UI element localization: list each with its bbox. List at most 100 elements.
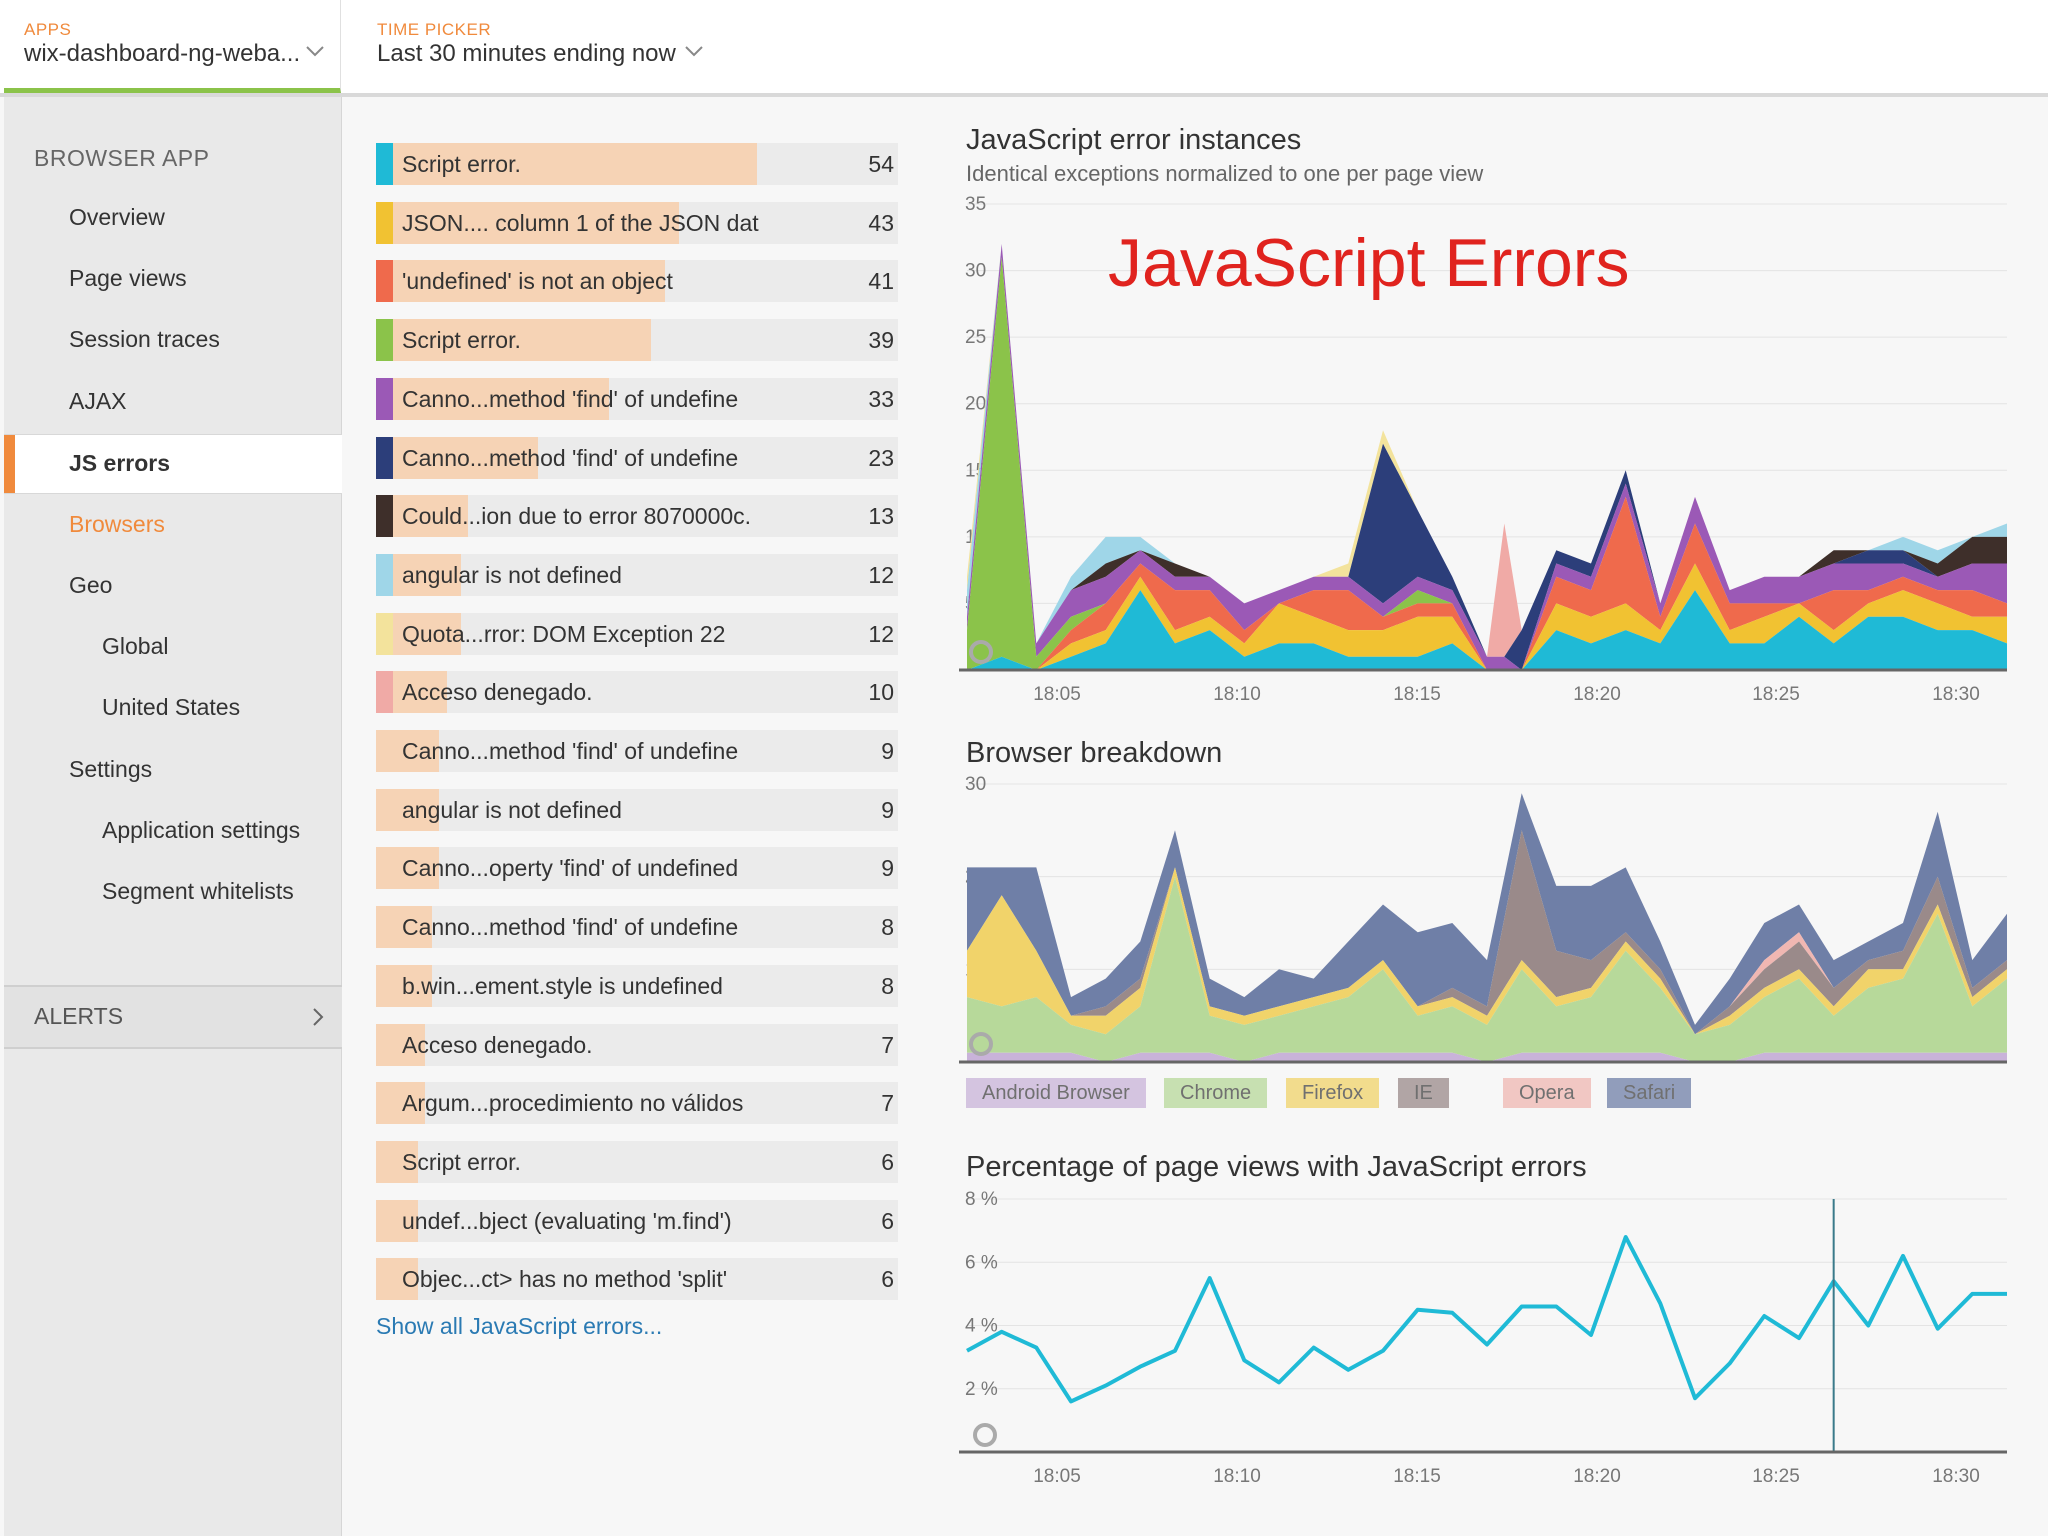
sidebar-item-united-states[interactable]: United States xyxy=(102,694,241,720)
chevron-down-icon xyxy=(306,46,324,57)
active-indicator xyxy=(4,435,15,493)
error-message: Acceso denegado. xyxy=(402,1031,593,1058)
legend-item[interactable]: IE xyxy=(1398,1078,1449,1108)
chevron-right-icon xyxy=(313,1008,324,1026)
error-row[interactable]: Canno...operty 'find' of undefined 9 xyxy=(376,847,898,890)
error-count-bar xyxy=(376,143,757,185)
error-row[interactable]: Quota...rror: DOM Exception 22 12 xyxy=(376,612,898,655)
error-message: Quota...rror: DOM Exception 22 xyxy=(402,620,726,647)
error-count: 6 xyxy=(881,1207,894,1234)
sidebar-item-segment-whitelists[interactable]: Segment whitelists xyxy=(102,878,294,904)
chart-error-instances: 510152025303518:0518:1018:1518:2018:2518… xyxy=(959,194,2007,705)
sidebar-item-browsers[interactable]: Browsers xyxy=(69,511,165,537)
error-row[interactable]: 'undefined' is not an object 41 xyxy=(376,260,898,303)
time-picker[interactable]: TIME PICKER Last 30 minutes ending now xyxy=(342,0,732,93)
error-row[interactable]: undef...bject (evaluating 'm.find') 6 xyxy=(376,1199,898,1242)
reset-zoom-icon xyxy=(969,640,993,664)
area-series xyxy=(967,793,2007,1035)
alerts-label: ALERTS xyxy=(34,1003,124,1029)
error-row[interactable]: Script error. 39 xyxy=(376,319,898,362)
error-count-bar xyxy=(376,377,609,420)
error-count: 6 xyxy=(881,1266,894,1293)
series-color-swatch xyxy=(376,143,393,185)
y-tick-label: 20 xyxy=(965,394,986,415)
error-row[interactable]: JSON.... column 1 of the JSON dat 43 xyxy=(376,201,898,244)
legend-item[interactable]: Firefox xyxy=(1286,1078,1380,1108)
x-tick-label: 18:15 xyxy=(1393,1466,1441,1485)
error-row[interactable]: angular is not defined 9 xyxy=(376,788,898,831)
error-count: 6 xyxy=(881,1148,894,1175)
error-row[interactable]: Could...ion due to error 8070000c. 13 xyxy=(376,495,898,538)
error-message: Objec...ct> has no method 'split' xyxy=(402,1266,728,1293)
error-count-bar xyxy=(376,1023,426,1066)
legend-item[interactable]: Safari xyxy=(1607,1078,1692,1108)
sidebar-item-page-views[interactable]: Page views xyxy=(69,265,187,291)
error-row[interactable]: Acceso denegado. 7 xyxy=(376,1023,898,1066)
x-tick-label: 18:20 xyxy=(1573,1466,1621,1485)
error-message: b.win...ement.style is undefined xyxy=(402,972,723,999)
error-count: 23 xyxy=(868,444,894,471)
error-count-bar xyxy=(376,730,440,772)
legend-item[interactable]: Android Browser xyxy=(966,1078,1146,1108)
sidebar-item-ajax[interactable]: AJAX xyxy=(69,388,127,414)
x-tick-label: 18:05 xyxy=(1033,1466,1081,1485)
error-message: Canno...method 'find' of undefine xyxy=(402,385,739,412)
error-row[interactable]: Canno...method 'find' of undefine 9 xyxy=(376,730,898,772)
error-message: Canno...method 'find' of undefine xyxy=(402,914,739,941)
error-row[interactable]: Script error. 54 xyxy=(376,143,898,185)
error-message: angular is not defined xyxy=(402,796,622,823)
x-tick-label: 18:30 xyxy=(1932,1466,1980,1485)
series-color-swatch xyxy=(376,495,393,538)
chart-browser-breakdown: 102030 xyxy=(959,774,2007,1064)
error-message: Script error. xyxy=(402,327,521,354)
sidebar: BROWSER APP Overview Page views Session … xyxy=(4,97,342,1536)
error-row[interactable]: Canno...method 'find' of undefine 8 xyxy=(376,906,898,949)
top-bar: APPS wix-dashboard-ng-weba... TIME PICKE… xyxy=(0,0,2048,97)
legend-item[interactable]: Opera xyxy=(1503,1078,1591,1108)
error-row[interactable]: b.win...ement.style is undefined 8 xyxy=(376,964,898,1007)
sidebar-item-session-traces[interactable]: Session traces xyxy=(69,326,220,352)
error-count: 54 xyxy=(868,151,894,177)
sidebar-item-geo[interactable]: Geo xyxy=(69,572,113,598)
error-count: 33 xyxy=(868,385,894,412)
area-series xyxy=(967,496,2007,670)
error-count: 9 xyxy=(881,738,894,764)
area-series xyxy=(967,867,2007,1035)
error-count-bar xyxy=(376,964,433,1007)
error-count: 8 xyxy=(881,914,894,941)
sidebar-item-global[interactable]: Global xyxy=(102,633,169,659)
error-count-bar xyxy=(376,1199,419,1242)
error-count-bar xyxy=(376,201,680,244)
error-count-bar xyxy=(376,319,652,362)
sidebar-item-overview[interactable]: Overview xyxy=(69,204,165,230)
error-message: JSON.... column 1 of the JSON dat xyxy=(402,209,759,236)
time-picker-value: Last 30 minutes ending now xyxy=(377,40,676,67)
sidebar-item-application-settings[interactable]: Application settings xyxy=(102,817,301,843)
error-row[interactable]: Argum...procedimiento no válidos 7 xyxy=(376,1082,898,1125)
error-row[interactable]: angular is not defined 12 xyxy=(376,553,898,596)
error-count: 13 xyxy=(868,503,894,530)
error-row[interactable]: Canno...method 'find' of undefine 33 xyxy=(376,377,898,420)
alerts-section[interactable]: ALERTS xyxy=(4,985,342,1049)
x-tick-label: 18:15 xyxy=(1393,684,1441,705)
sidebar-item-settings[interactable]: Settings xyxy=(69,756,153,782)
chart-subtitle-error-instances: Identical exceptions normalized to one p… xyxy=(966,161,1484,186)
show-all-errors-link[interactable]: Show all JavaScript errors... xyxy=(376,1313,663,1339)
x-tick-label: 18:25 xyxy=(1752,1466,1800,1485)
reset-zoom-icon xyxy=(973,1423,997,1447)
apps-picker[interactable]: APPS wix-dashboard-ng-weba... xyxy=(4,0,341,93)
legend-item[interactable]: Chrome xyxy=(1164,1078,1268,1108)
error-row[interactable]: Script error. 6 xyxy=(376,1140,898,1183)
error-row[interactable]: Canno...method 'find' of undefine 23 xyxy=(376,436,898,479)
x-tick-label: 18:10 xyxy=(1213,684,1261,705)
error-count-bar xyxy=(376,260,666,303)
sidebar-item-js-errors[interactable]: JS errors xyxy=(4,434,342,494)
apps-label: APPS xyxy=(24,20,72,39)
area-series xyxy=(967,563,2007,670)
chart-error-percentage: 2 % 4 % 6 % 8 % 18:05 18:10 18:15 18:20 18:25 18:… xyxy=(959,1189,2007,1485)
chart-title-browser-breakdown: Browser breakdown xyxy=(966,737,1223,769)
error-row[interactable]: Objec...ct> has no method 'split' 6 xyxy=(376,1258,898,1301)
x-tick-label: 18:05 xyxy=(1033,684,1081,705)
error-row[interactable]: Acceso denegado. 10 xyxy=(376,671,898,714)
area-series xyxy=(967,876,2007,1062)
